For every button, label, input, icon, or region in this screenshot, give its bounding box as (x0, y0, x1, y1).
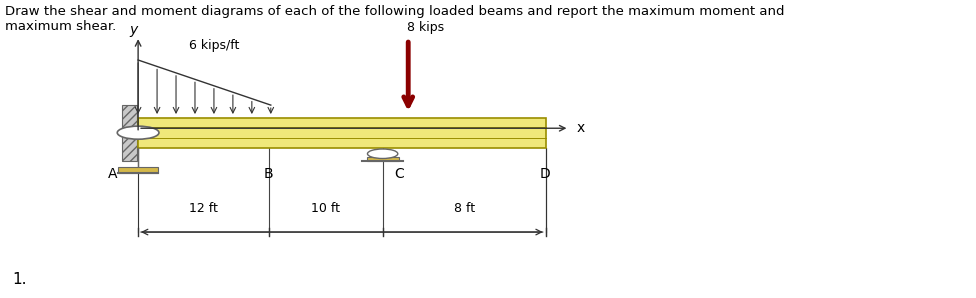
Text: B: B (264, 167, 273, 181)
Text: 12 ft: 12 ft (189, 202, 218, 215)
Bar (118, 167, 158, 173)
Text: x: x (577, 121, 585, 135)
Circle shape (368, 149, 398, 159)
Text: 1.: 1. (12, 272, 26, 287)
Text: 10 ft: 10 ft (311, 202, 341, 215)
Circle shape (117, 126, 159, 139)
Text: Draw the shear and moment diagrams of each of the following loaded beams and rep: Draw the shear and moment diagrams of ea… (6, 5, 785, 33)
Text: A: A (107, 167, 117, 181)
Text: y: y (129, 23, 138, 37)
Text: C: C (394, 167, 404, 181)
Bar (122, 105, 138, 161)
Text: 6 kips/ft: 6 kips/ft (188, 39, 239, 52)
Bar (139, 118, 546, 148)
Text: 8 ft: 8 ft (454, 202, 474, 215)
Bar (367, 157, 399, 162)
Text: D: D (540, 167, 550, 181)
Text: 8 kips: 8 kips (407, 21, 444, 34)
